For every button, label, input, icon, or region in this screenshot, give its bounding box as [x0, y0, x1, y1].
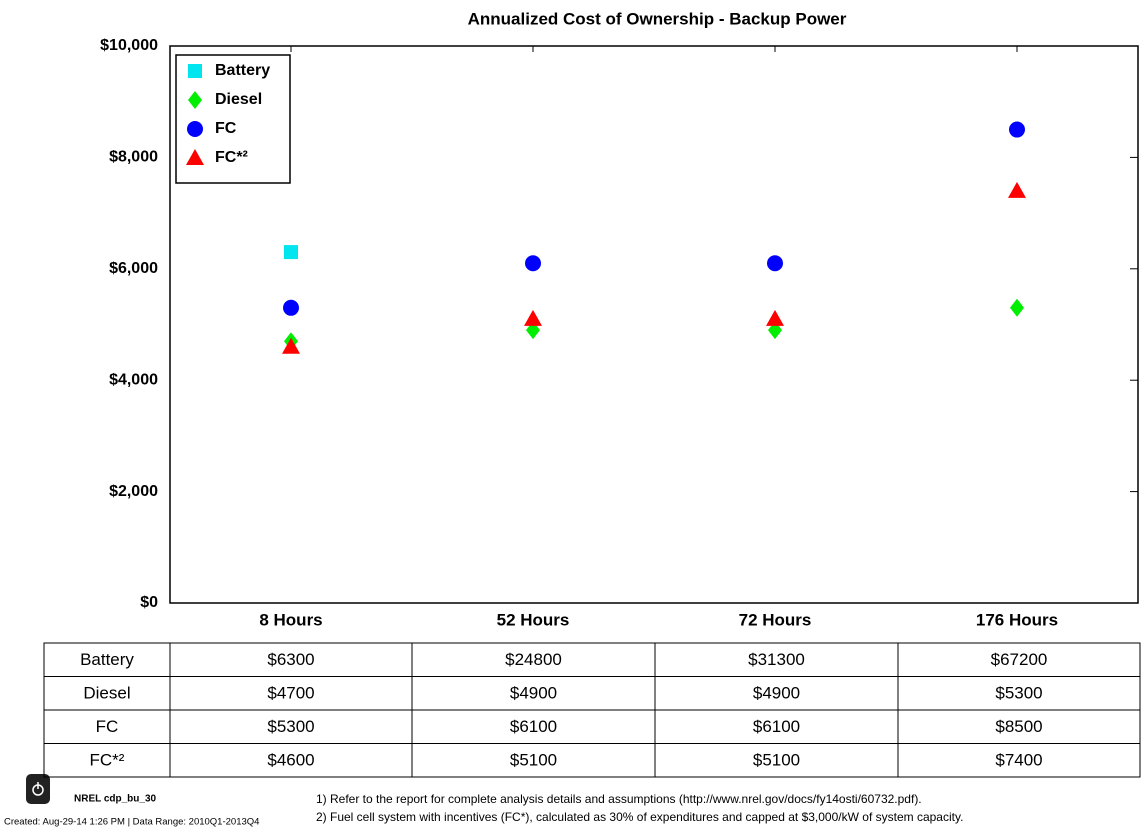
table-text: Battery: [80, 650, 134, 669]
marker: [524, 309, 542, 326]
table-text: $31300: [748, 650, 805, 669]
table-text: $8500: [995, 717, 1042, 736]
table-text: $4900: [510, 684, 557, 703]
chart-id: NREL cdp_bu_30: [74, 794, 156, 805]
y-tick-label: $8,000: [109, 149, 158, 166]
legend-label: Diesel: [215, 91, 262, 108]
marker: [1010, 298, 1024, 317]
table-text: $5100: [753, 751, 800, 770]
footnote: 2) Fuel cell system with incentives (FC*…: [316, 810, 963, 824]
legend-label: Battery: [215, 62, 270, 79]
table-text: $5100: [510, 751, 557, 770]
legend-marker: [188, 64, 202, 78]
marker: [766, 309, 784, 326]
y-tick-label: $2,000: [109, 483, 158, 500]
table-text: $67200: [991, 650, 1048, 669]
table-cell: [897, 743, 1141, 778]
table-text: $6300: [267, 650, 314, 669]
table-text: $7400: [995, 751, 1042, 770]
table-text: $6100: [753, 717, 800, 736]
table-text: $24800: [505, 650, 562, 669]
table-text: $5300: [995, 684, 1042, 703]
marker: [282, 337, 300, 354]
chart-title: Annualized Cost of Ownership - Backup Po…: [468, 9, 847, 28]
legend-marker: [186, 149, 204, 165]
marker: [284, 245, 298, 260]
table-text: $4900: [753, 684, 800, 703]
marker: [525, 255, 541, 272]
y-tick-label: $0: [140, 594, 158, 611]
legend-marker: [188, 91, 202, 109]
x-tick-label: 8 Hours: [259, 610, 322, 629]
marker: [1009, 121, 1025, 138]
x-tick-label: 72 Hours: [739, 610, 812, 629]
marker: [767, 255, 783, 272]
x-tick-label: 52 Hours: [497, 610, 570, 629]
table-text: FC*²: [90, 751, 125, 770]
table-text: $4700: [267, 684, 314, 703]
legend-marker: [187, 121, 203, 137]
created-note: Created: Aug-29-14 1:26 PM | Data Range:…: [4, 817, 259, 828]
table-text: Diesel: [83, 684, 130, 703]
table-text: FC: [96, 717, 119, 736]
marker: [283, 299, 299, 316]
legend-label: FC: [215, 120, 237, 137]
y-tick-label: $10,000: [100, 37, 158, 54]
y-tick-label: $6,000: [109, 260, 158, 277]
legend-label: FC*²: [215, 149, 248, 166]
table-text: $4600: [267, 751, 314, 770]
footnote: 1) Refer to the report for complete anal…: [316, 792, 922, 806]
table-text: $6100: [510, 717, 557, 736]
table-text: $5300: [267, 717, 314, 736]
y-tick-label: $4,000: [109, 371, 158, 388]
x-tick-label: 176 Hours: [976, 610, 1058, 629]
plot-frame: [169, 45, 1139, 604]
marker: [1008, 181, 1026, 198]
